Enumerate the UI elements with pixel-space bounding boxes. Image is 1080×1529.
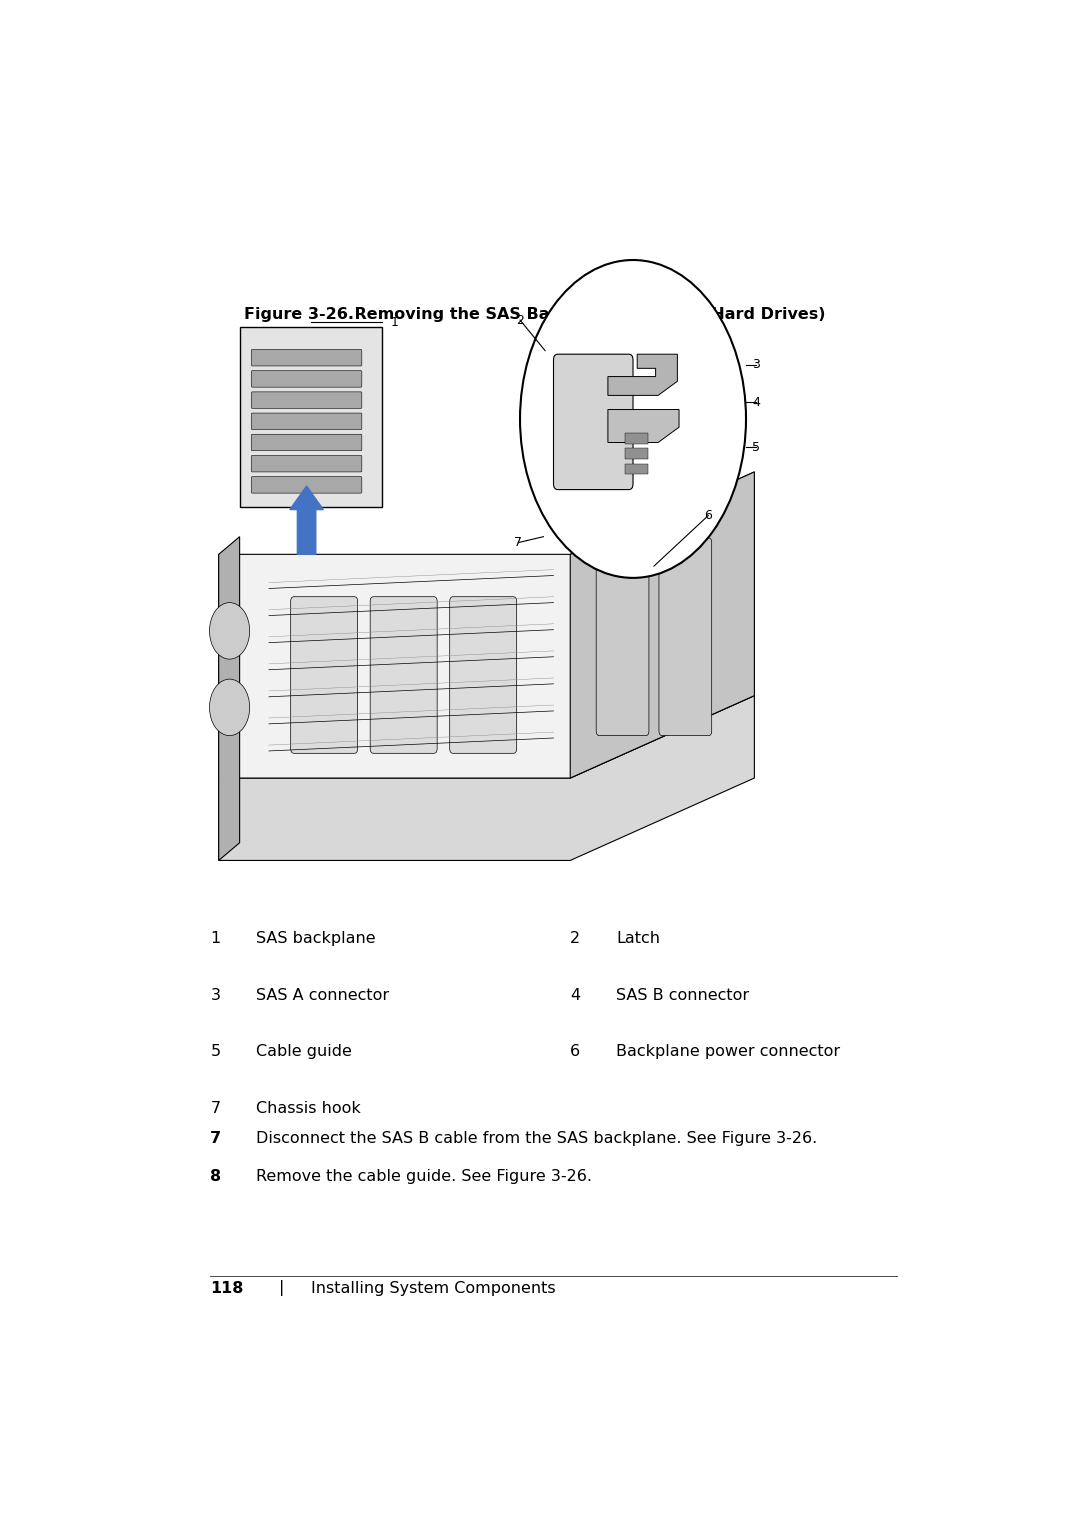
FancyBboxPatch shape [252,434,362,451]
Text: 6: 6 [704,509,713,521]
Text: Backplane power connector: Backplane power connector [617,1044,840,1060]
Text: 4: 4 [570,988,580,1003]
FancyArrow shape [289,486,323,555]
Text: 1: 1 [391,317,399,329]
Text: 7: 7 [211,1131,221,1147]
FancyBboxPatch shape [252,477,362,494]
Text: 3: 3 [211,988,220,1003]
Text: Latch: Latch [617,931,660,946]
Text: 5: 5 [211,1044,220,1060]
Circle shape [210,679,249,735]
Text: 7: 7 [211,1101,220,1116]
Text: Cable guide: Cable guide [256,1044,352,1060]
Text: 5: 5 [752,440,760,454]
Text: 4: 4 [752,396,760,408]
Polygon shape [218,537,240,861]
Text: Remove the cable guide. See Figure 3-26.: Remove the cable guide. See Figure 3-26. [256,1168,592,1183]
Text: SAS backplane: SAS backplane [256,931,376,946]
Text: |: | [279,1280,284,1297]
Text: 1: 1 [211,931,220,946]
Circle shape [210,602,249,659]
Text: 2: 2 [570,931,580,946]
Text: 6: 6 [570,1044,580,1060]
FancyBboxPatch shape [252,391,362,408]
FancyBboxPatch shape [252,456,362,472]
Text: 7: 7 [514,537,523,549]
Text: 8: 8 [211,1168,221,1183]
FancyBboxPatch shape [291,596,357,754]
FancyBboxPatch shape [449,596,516,754]
Text: 2: 2 [516,313,524,327]
Text: SAS B connector: SAS B connector [617,988,750,1003]
Text: Installing System Components: Installing System Components [311,1281,555,1297]
FancyBboxPatch shape [252,413,362,430]
Text: Figure 3-26.: Figure 3-26. [244,307,354,323]
Text: Removing the SAS Backplane (2.5-inch Hard Drives): Removing the SAS Backplane (2.5-inch Har… [332,307,825,323]
Text: 3: 3 [752,358,760,372]
Polygon shape [218,472,754,778]
Polygon shape [570,472,754,778]
Polygon shape [608,410,679,442]
FancyBboxPatch shape [370,596,437,754]
Bar [624,463,648,474]
Circle shape [521,260,746,578]
Bar [624,448,648,459]
Text: Chassis hook: Chassis hook [256,1101,361,1116]
FancyBboxPatch shape [252,350,362,365]
FancyBboxPatch shape [659,538,712,735]
FancyBboxPatch shape [596,538,649,735]
FancyBboxPatch shape [554,355,633,489]
Polygon shape [218,696,754,861]
Text: Disconnect the SAS B cable from the SAS backplane. See Figure 3-26.: Disconnect the SAS B cable from the SAS … [256,1131,818,1147]
Bar [624,433,648,443]
FancyBboxPatch shape [252,370,362,387]
Text: 118: 118 [211,1281,244,1297]
Polygon shape [240,327,382,508]
Text: SAS A connector: SAS A connector [256,988,390,1003]
Polygon shape [608,355,677,396]
